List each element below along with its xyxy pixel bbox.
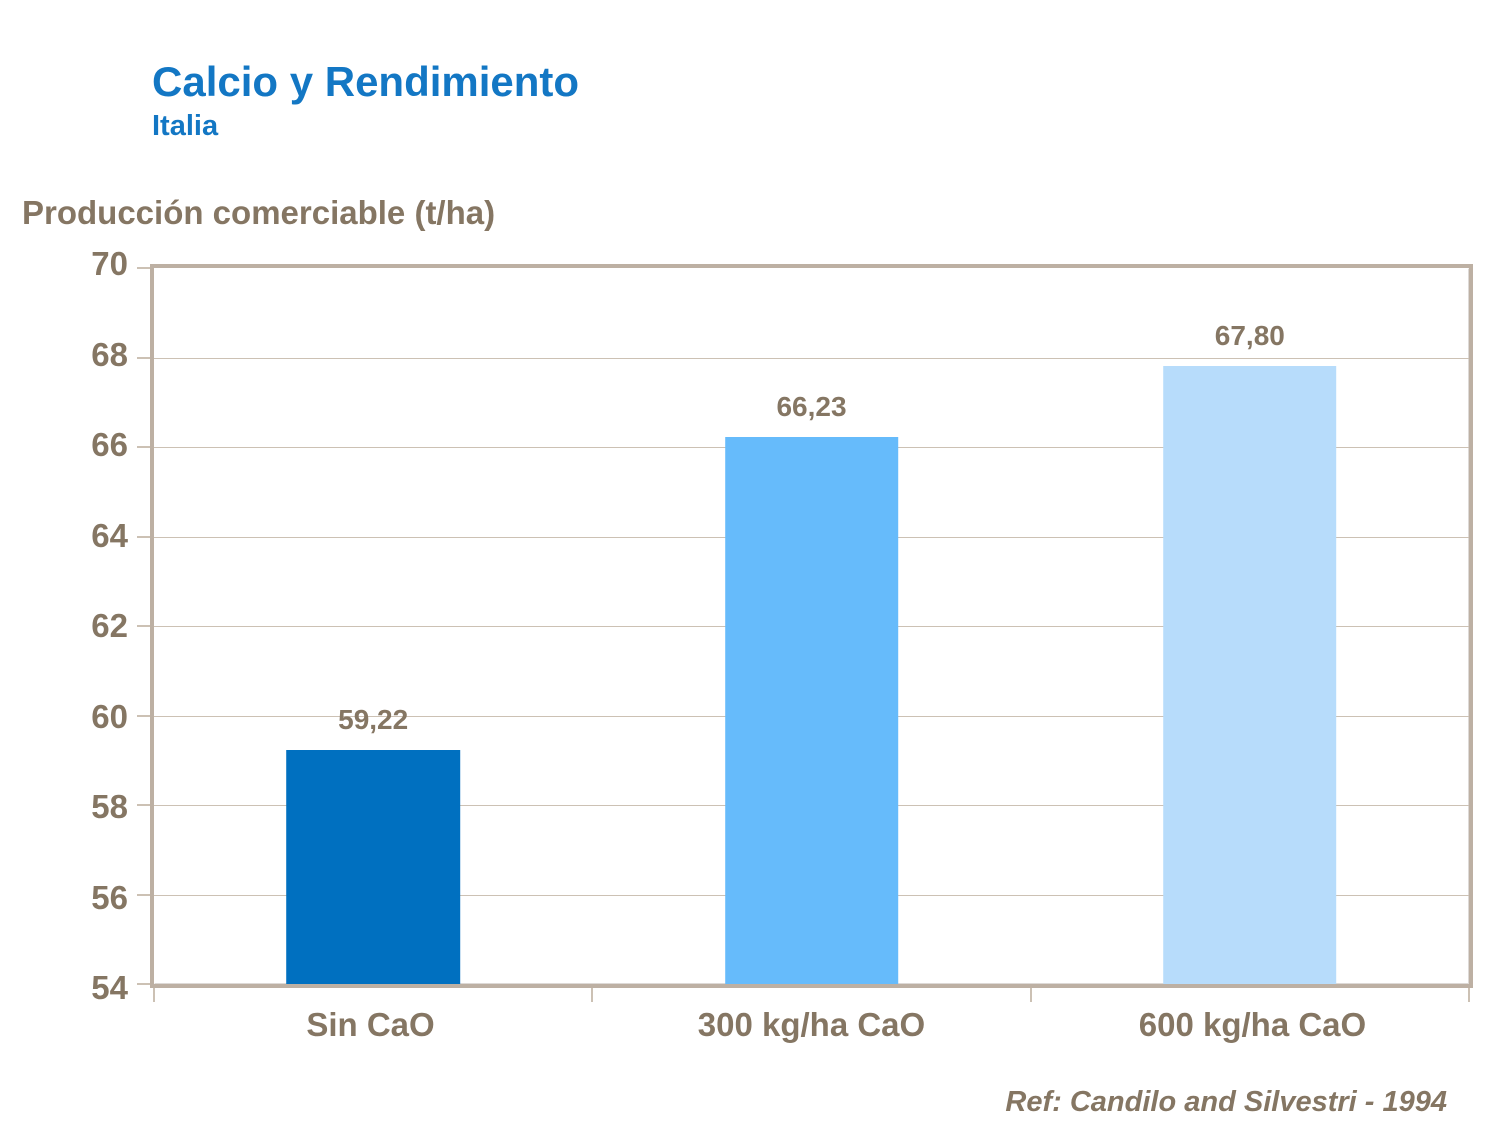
chart-subtitle: Italia — [152, 110, 219, 142]
x-tick-mark — [591, 988, 594, 1002]
y-tick-label: 66 — [91, 426, 128, 463]
bar-value-label: 67,80 — [1214, 320, 1285, 352]
y-tick-mark — [137, 804, 150, 806]
x-axis-label: Sin CaO — [306, 1006, 435, 1043]
y-tick-mark — [137, 893, 150, 896]
y-axis-title: Producción comerciable (t/ha) — [22, 194, 496, 231]
chart-title: Calcio y Rendimiento — [152, 58, 580, 105]
y-tick-mark — [137, 625, 150, 627]
y-tick-mark — [137, 446, 150, 448]
y-tick-mark — [137, 267, 150, 269]
gridline — [154, 357, 1469, 359]
y-tick-label: 56 — [91, 878, 128, 916]
y-tick-mark — [137, 983, 150, 985]
x-tick-mark — [153, 988, 155, 1002]
y-tick-label: 64 — [91, 516, 128, 554]
x-tick-mark — [1029, 988, 1032, 1002]
y-tick-label: 70 — [91, 245, 128, 282]
bar-600 kg/ha CaO — [1163, 366, 1337, 984]
y-tick-label: 54 — [91, 969, 128, 1006]
bar-Sin CaO — [286, 750, 460, 984]
reference-text: Ref: Candilo and Silvestri - 1994 — [1005, 1086, 1447, 1118]
y-tick-label: 62 — [91, 607, 128, 644]
y-tick-label: 60 — [91, 697, 128, 735]
x-axis: Sin CaO 300 kg/ha CaO 600 kg/ha CaO — [150, 1006, 1473, 1044]
x-axis-label: 300 kg/ha CaO — [697, 1006, 926, 1043]
y-tick-label: 58 — [91, 788, 128, 825]
x-axis-label: 600 kg/ha CaO — [1138, 1006, 1367, 1043]
y-axis: 54 56 58 60 62 64 66 68 70 — [0, 245, 128, 1006]
bar-value-label: 66,23 — [776, 390, 847, 422]
x-tick-mark — [1468, 988, 1470, 1002]
plot-area: 59,22 66,23 67,80 — [137, 264, 1473, 1002]
y-tick-mark — [137, 356, 150, 359]
y-tick-label: 68 — [91, 335, 128, 373]
y-tick-mark — [137, 714, 150, 717]
bar-value-label: 59,22 — [338, 704, 409, 736]
y-tick-mark — [137, 535, 150, 538]
bar-300 kg/ha CaO — [724, 436, 899, 984]
